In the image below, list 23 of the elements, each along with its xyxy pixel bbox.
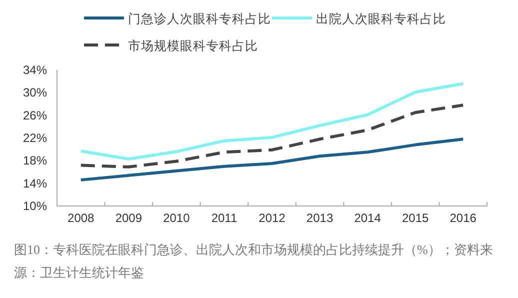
line-series <box>79 104 465 168</box>
x-tick-label: 2014 <box>354 211 382 225</box>
y-tick-label: 10% <box>22 199 48 213</box>
x-tick-label: 2012 <box>258 211 286 225</box>
y-tick-label: 14% <box>22 176 48 190</box>
y-tick-label: 18% <box>22 154 48 168</box>
y-tick-label: 26% <box>22 108 48 122</box>
x-tick-label: 2013 <box>306 211 334 225</box>
x-tick-label: 2011 <box>211 211 238 225</box>
line-series <box>79 138 465 182</box>
x-tick-label: 2016 <box>450 211 477 225</box>
legend-label: 出院人次眼科专科占比 <box>316 12 446 26</box>
caption: 图10：专科医院在眼科门急诊、出院人次和市场规模的占比持续提升（%）；资料来源：卫生计生统计年鉴 <box>14 241 494 282</box>
y-tick-label: 30% <box>22 86 48 100</box>
x-tick-label: 2015 <box>402 211 430 225</box>
legend-label: 门急诊人次眼科专科占比 <box>128 11 271 26</box>
legend-label: 市场规模眼科专科占比 <box>128 39 258 53</box>
x-tick-label: 2010 <box>163 211 190 225</box>
x-tick-label: 2009 <box>115 211 142 225</box>
line-series <box>79 82 465 160</box>
x-tick-label: 2008 <box>68 211 95 225</box>
y-tick-label: 34% <box>22 63 48 77</box>
y-tick-label: 22% <box>22 131 48 145</box>
